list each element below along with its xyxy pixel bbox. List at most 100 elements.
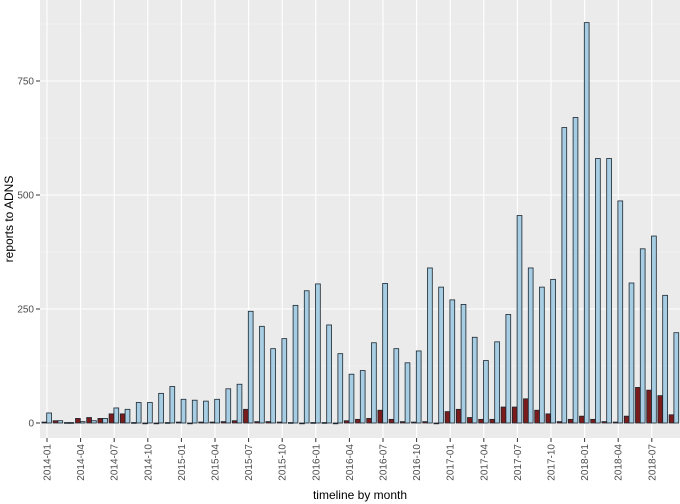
bar-series-red-2015-08: [254, 421, 260, 424]
bar-series-red-2014-05: [86, 417, 92, 424]
bar-series-blue-2016-06: [371, 342, 377, 424]
bar-series-blue-2018-09: [673, 332, 680, 424]
bar-series-blue-2018-03: [606, 158, 612, 424]
bar-series-blue-2014-11: [158, 392, 164, 424]
bar-series-red-2017-10: [545, 413, 552, 424]
bar-series-red-2016-01: [310, 422, 316, 424]
bar-series-red-2016-11: [422, 421, 428, 424]
bar-series-red-2017-12: [567, 418, 574, 424]
y-tick-label: 500: [17, 191, 34, 202]
x-tick-label: 2016-07: [379, 444, 390, 481]
bar-series-blue-2014-04: [79, 421, 86, 424]
bar-series-blue-2017-04: [483, 360, 489, 424]
bar-series-red-2018-02: [590, 418, 596, 424]
bar-series-red-2014-08: [119, 413, 126, 424]
bar-series-blue-2015-04: [214, 398, 220, 424]
bar-series-red-2016-07: [377, 409, 384, 424]
bar-series-blue-2018-06: [639, 248, 646, 424]
bar-series-blue-2018-08: [662, 294, 668, 424]
bar-series-blue-2014-07: [113, 407, 120, 424]
bar-series-blue-2015-10: [281, 338, 288, 424]
bar-series-blue-2017-09: [539, 286, 545, 424]
bar-series-blue-2017-02: [460, 304, 467, 424]
bar-series-blue-2015-07: [247, 310, 254, 424]
bar-series-blue-2017-10: [550, 278, 556, 424]
bar-series-blue-2017-05: [494, 341, 500, 424]
bar-series-blue-2016-11: [427, 267, 433, 424]
x-axis-title: timeline by month: [313, 488, 407, 502]
bar-series-blue-2014-06: [102, 418, 108, 424]
bar-series-red-2014-01: [41, 421, 48, 424]
x-tick-label: 2015-04: [211, 444, 222, 481]
bar-series-red-2018-07: [646, 389, 652, 424]
bar-series-blue-2014-10: [147, 402, 153, 424]
bar-series-red-2014-09: [131, 422, 137, 424]
bar-series-red-2016-08: [388, 418, 395, 424]
bar-series-red-2014-12: [164, 422, 171, 424]
x-tick-label: 2017-01: [446, 444, 457, 481]
bar-series-blue-2014-02: [57, 420, 64, 424]
y-tick-label: 250: [17, 305, 34, 316]
bar-series-blue-2014-01: [46, 412, 52, 424]
x-tick-label: 2018-04: [614, 444, 625, 481]
bar-series-red-2014-02: [52, 420, 59, 424]
bar-series-blue-2016-01: [315, 283, 321, 424]
x-tick-label: 2016-01: [311, 444, 322, 481]
x-tick-label: 2018-07: [647, 444, 658, 481]
x-tick-label: 2015-01: [177, 444, 188, 481]
bar-series-red-2016-06: [366, 418, 372, 424]
bar-series-blue-2015-05: [225, 388, 232, 424]
bar-series-red-2015-10: [276, 421, 283, 424]
bar-series-red-2016-09: [399, 421, 406, 424]
bar-series-red-2018-05: [623, 415, 630, 424]
bar-series-red-2016-05: [355, 418, 361, 424]
bar-series-red-2017-02: [455, 408, 462, 424]
bar-series-blue-2016-10: [415, 350, 422, 424]
bar-series-blue-2015-09: [270, 348, 276, 424]
bar-series-red-2017-09: [534, 409, 540, 424]
y-tick-label: 750: [17, 77, 34, 88]
bar-series-blue-2018-07: [651, 235, 657, 424]
bar-series-red-2017-01: [444, 411, 451, 424]
bar-series-blue-2018-01: [583, 22, 590, 424]
bar-series-red-2016-02: [321, 422, 328, 424]
bar-series-red-2014-06: [97, 418, 104, 424]
bar-series-blue-2018-02: [595, 158, 601, 424]
bar-series-red-2016-12: [433, 422, 440, 425]
bar-series-blue-2015-12: [303, 290, 310, 424]
bar-series-red-2014-10: [142, 422, 148, 425]
x-tick-label: 2014-07: [110, 444, 121, 481]
bar-series-red-2015-11: [287, 422, 294, 424]
x-tick-label: 2014-04: [76, 444, 87, 481]
x-tick-label: 2015-07: [244, 444, 255, 481]
bar-series-red-2017-04: [478, 418, 484, 424]
bar-series-blue-2016-09: [404, 362, 411, 424]
bar-series-blue-2014-05: [91, 420, 97, 424]
x-tick-label: 2018-01: [580, 444, 591, 481]
bar-series-blue-2017-03: [471, 336, 478, 424]
bar-series-red-2016-04: [343, 420, 350, 424]
bar-series-red-2015-01: [175, 421, 182, 424]
bar-series-red-2018-03: [601, 421, 608, 424]
bar-series-blue-2015-06: [236, 383, 243, 424]
bar-series-blue-2014-09: [135, 402, 142, 424]
bar-series-red-2017-08: [523, 398, 529, 424]
bar-series-red-2015-02: [187, 422, 193, 425]
bar-series-red-2016-03: [332, 422, 339, 425]
bar-series-blue-2016-04: [348, 373, 355, 424]
bar-series-blue-2015-01: [180, 398, 187, 424]
bar-series-blue-2016-02: [326, 324, 332, 424]
bar-series-red-2017-03: [467, 417, 473, 424]
y-tick-label: 0: [28, 419, 34, 430]
bar-series-red-2014-11: [153, 422, 160, 425]
bar-series-blue-2018-05: [628, 282, 635, 424]
x-tick-label: 2015-10: [278, 444, 289, 481]
bar-series-red-2015-12: [299, 422, 305, 425]
bar-series-blue-2017-12: [572, 117, 579, 424]
bar-series-red-2014-04: [75, 418, 81, 424]
bar-series-red-2018-09: [668, 414, 675, 424]
bar-series-red-2018-08: [657, 395, 664, 424]
x-tick-label: 2017-04: [479, 444, 490, 481]
bar-series-blue-2016-08: [393, 348, 400, 424]
bar-series-red-2014-07: [108, 413, 115, 424]
